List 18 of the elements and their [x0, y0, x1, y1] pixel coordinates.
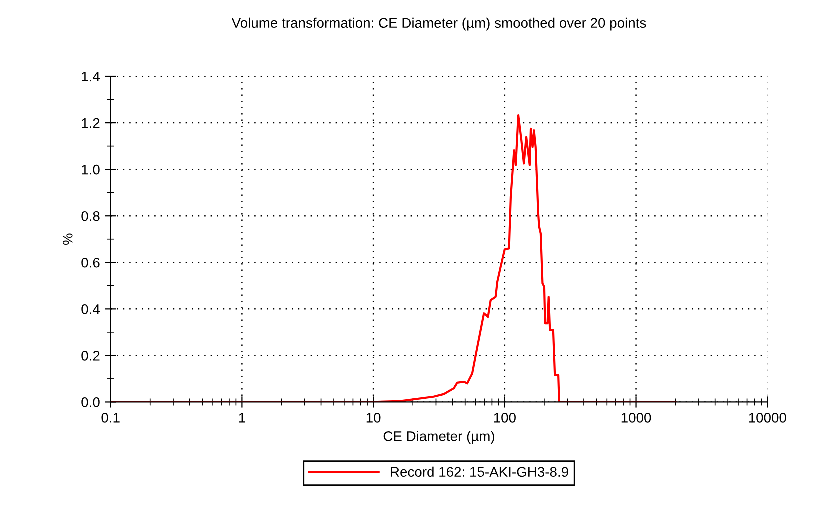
x-tick-label: 1 — [239, 413, 246, 423]
x-tick-label: 10 — [366, 413, 381, 423]
x-tick-label: 0.1 — [102, 413, 120, 423]
x-tick-label: 10000 — [749, 413, 786, 423]
x-axis-title: CE Diameter (µm) — [384, 431, 494, 444]
y-tick-label: 1.2 — [82, 118, 100, 128]
y-tick-label: 0.4 — [82, 304, 100, 314]
legend-label: Record 162: 15-AKI-GH3-8.9 — [391, 466, 568, 478]
y-tick-label: 0.0 — [82, 398, 100, 408]
y-tick-label: 0.8 — [82, 211, 100, 222]
chart-title: Volume transformation: CE Diameter (µm) smoothed over 20 points — [232, 18, 646, 31]
y-tick-label: 1.4 — [82, 72, 100, 82]
y-tick-label: 0.6 — [82, 258, 100, 268]
y-tick-label: 1.0 — [82, 164, 100, 175]
x-tick-label: 1000 — [622, 413, 652, 423]
y-axis-title: % — [63, 234, 73, 246]
y-tick-label: 0.2 — [82, 351, 100, 361]
x-tick-label: 100 — [494, 413, 516, 423]
